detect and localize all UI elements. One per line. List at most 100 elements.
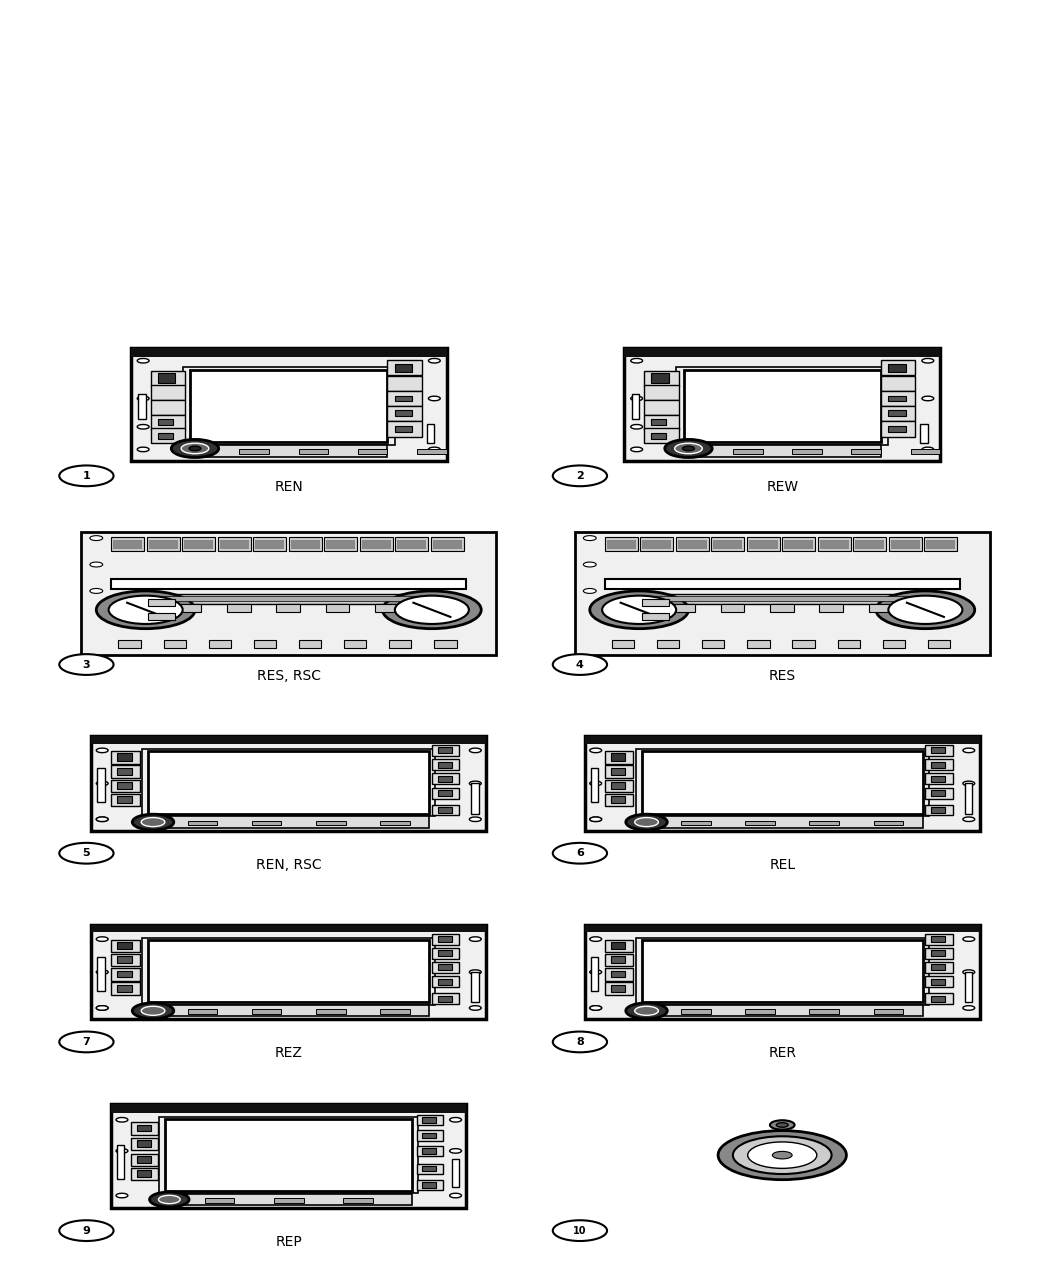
Bar: [380, 1010, 410, 1014]
Bar: [111, 537, 144, 551]
Bar: [142, 938, 436, 1005]
Bar: [380, 821, 410, 825]
Bar: [432, 745, 459, 756]
Circle shape: [963, 937, 974, 941]
Bar: [748, 640, 770, 648]
Circle shape: [552, 1220, 607, 1241]
Bar: [131, 348, 446, 460]
Bar: [190, 445, 387, 456]
Circle shape: [590, 817, 602, 821]
Circle shape: [428, 448, 440, 451]
Circle shape: [631, 425, 643, 428]
Bar: [926, 541, 956, 550]
Circle shape: [963, 782, 974, 785]
Bar: [158, 374, 175, 382]
Bar: [117, 782, 132, 789]
Bar: [209, 640, 231, 648]
Bar: [119, 640, 141, 648]
Bar: [387, 391, 422, 405]
Text: 8: 8: [576, 1037, 584, 1047]
Bar: [117, 754, 132, 761]
Bar: [254, 640, 276, 648]
Bar: [642, 1005, 923, 1016]
Circle shape: [141, 817, 165, 826]
Circle shape: [469, 937, 481, 941]
Bar: [931, 978, 945, 984]
Bar: [605, 968, 633, 980]
Bar: [711, 537, 744, 551]
Bar: [881, 422, 916, 436]
Text: 6: 6: [576, 848, 584, 858]
Circle shape: [590, 782, 602, 785]
Bar: [327, 541, 355, 550]
Circle shape: [626, 815, 667, 830]
Bar: [651, 374, 669, 382]
Bar: [928, 640, 950, 648]
Bar: [931, 950, 945, 956]
Bar: [422, 1132, 436, 1139]
Bar: [111, 579, 466, 589]
Text: REN, RSC: REN, RSC: [256, 858, 321, 872]
Bar: [642, 613, 669, 620]
Bar: [188, 821, 217, 825]
Bar: [438, 950, 452, 956]
Bar: [276, 604, 300, 612]
Bar: [585, 736, 980, 743]
Bar: [141, 594, 437, 604]
Circle shape: [675, 444, 702, 454]
Bar: [770, 604, 794, 612]
Bar: [142, 750, 436, 816]
Circle shape: [116, 1117, 128, 1122]
Bar: [148, 599, 175, 607]
Bar: [925, 977, 952, 987]
Bar: [890, 541, 920, 550]
Bar: [111, 1104, 466, 1207]
Circle shape: [97, 590, 195, 629]
Circle shape: [634, 1006, 658, 1015]
Circle shape: [428, 358, 440, 363]
Circle shape: [590, 1006, 602, 1010]
Bar: [430, 537, 464, 551]
Bar: [148, 1005, 429, 1016]
Bar: [316, 1010, 345, 1014]
Bar: [183, 367, 395, 445]
Circle shape: [773, 1151, 792, 1159]
Bar: [925, 788, 952, 798]
Bar: [632, 394, 639, 419]
Bar: [607, 541, 635, 550]
Bar: [931, 964, 945, 970]
Bar: [610, 956, 626, 963]
Bar: [417, 1131, 443, 1141]
Bar: [642, 940, 923, 1002]
Bar: [625, 348, 940, 357]
Text: 5: 5: [83, 848, 90, 858]
Circle shape: [552, 843, 607, 863]
Bar: [610, 782, 626, 789]
Text: REP: REP: [275, 1235, 302, 1250]
Circle shape: [469, 782, 481, 785]
Text: 4: 4: [576, 659, 584, 669]
Bar: [644, 400, 678, 416]
Circle shape: [132, 815, 173, 830]
Bar: [925, 993, 952, 1005]
Circle shape: [665, 440, 712, 458]
Bar: [810, 1010, 839, 1014]
Bar: [921, 423, 928, 442]
Bar: [387, 361, 422, 375]
Circle shape: [97, 1006, 108, 1010]
Bar: [252, 1010, 281, 1014]
Bar: [432, 805, 459, 816]
Bar: [925, 774, 952, 784]
Bar: [184, 541, 213, 550]
Bar: [390, 640, 412, 648]
Bar: [131, 348, 446, 357]
Bar: [396, 537, 428, 551]
Circle shape: [584, 589, 596, 593]
Bar: [417, 1114, 443, 1125]
Bar: [657, 640, 679, 648]
Bar: [810, 821, 839, 825]
Bar: [219, 541, 249, 550]
Circle shape: [590, 590, 689, 629]
Circle shape: [469, 970, 481, 974]
Bar: [432, 933, 459, 945]
